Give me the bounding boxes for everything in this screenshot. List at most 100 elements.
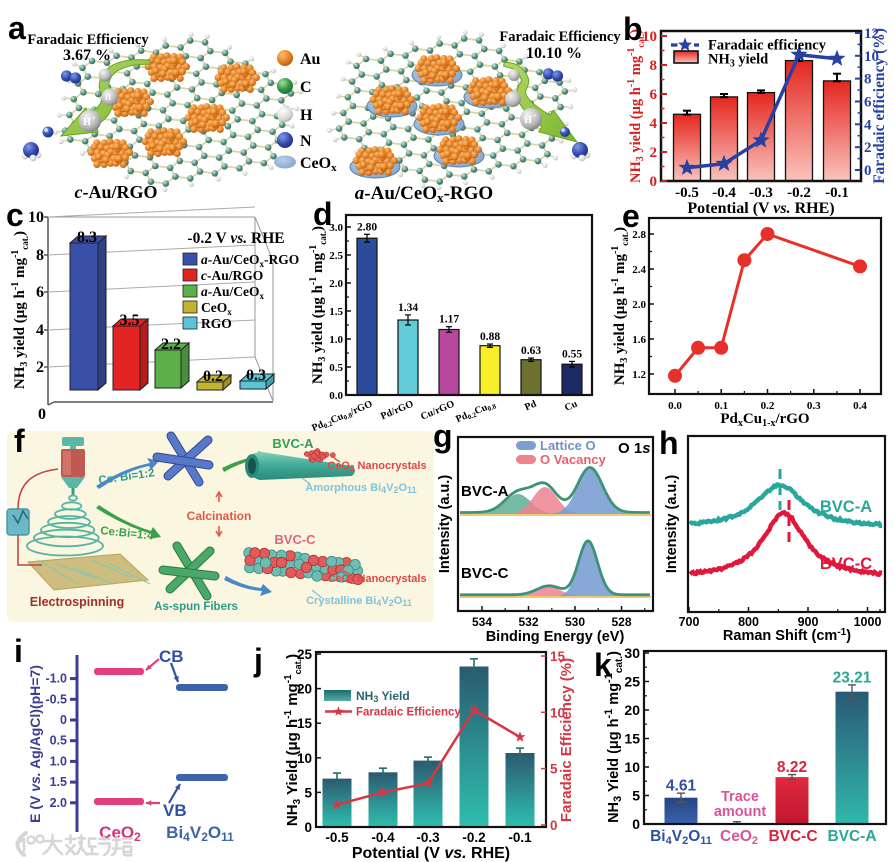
svg-text:1.17: 1.17: [439, 314, 459, 326]
svg-text:2: 2: [864, 140, 872, 156]
svg-text:a-Au/CeOx-RGO: a-Au/CeOx-RGO: [355, 183, 493, 205]
svg-text:PdxCu1-x/rGO: PdxCu1-x/rGO: [720, 411, 809, 429]
svg-text:30: 30: [624, 645, 640, 661]
svg-text:0.88: 0.88: [480, 331, 500, 343]
svg-text:NH3 yield (μg h-1 mg-1cat.): NH3 yield (μg h-1 mg-1cat.): [610, 227, 630, 385]
svg-text:8.3: 8.3: [77, 229, 97, 246]
svg-text:2.80: 2.80: [357, 221, 377, 233]
svg-text:2: 2: [36, 359, 44, 376]
svg-text:0.63: 0.63: [521, 345, 541, 357]
svg-text:NH3 yield: NH3 yield: [708, 52, 768, 70]
svg-text:0: 0: [632, 816, 640, 832]
svg-text:j: j: [253, 642, 263, 678]
svg-text:0: 0: [304, 820, 312, 835]
svg-text:0: 0: [550, 818, 558, 833]
svg-text:800: 800: [738, 615, 759, 629]
svg-text:N: N: [300, 133, 312, 150]
svg-text:0.0: 0.0: [329, 390, 343, 402]
svg-text:4: 4: [650, 116, 658, 132]
svg-text:-0.3: -0.3: [416, 830, 440, 845]
svg-text:5: 5: [304, 785, 312, 800]
svg-text:0.2: 0.2: [761, 400, 775, 412]
svg-text:BVC-A: BVC-A: [820, 498, 872, 516]
svg-text:H: H: [524, 115, 532, 126]
svg-text:g: g: [433, 418, 453, 454]
svg-text:Pd: Pd: [523, 398, 538, 413]
svg-text:10: 10: [28, 209, 44, 226]
svg-text:23.21: 23.21: [833, 669, 872, 686]
svg-text:Faradaic efficiency (%): Faradaic efficiency (%): [871, 28, 888, 184]
svg-text:8: 8: [864, 72, 872, 88]
svg-text:d: d: [313, 196, 333, 232]
svg-text:15: 15: [624, 731, 640, 747]
svg-text:-0.5: -0.5: [45, 692, 67, 706]
svg-text:c-Au/RGO: c-Au/RGO: [74, 182, 157, 202]
svg-text:Trace: Trace: [721, 789, 759, 805]
svg-text:532: 532: [518, 615, 538, 629]
svg-text:1.5: 1.5: [329, 306, 343, 318]
svg-text:20: 20: [297, 682, 312, 697]
svg-text:2.8: 2.8: [632, 229, 646, 241]
svg-text:4.61: 4.61: [666, 778, 697, 795]
svg-text:a: a: [8, 10, 26, 46]
svg-text:CB: CB: [159, 647, 184, 666]
svg-text:VB: VB: [163, 801, 187, 820]
svg-text:k: k: [594, 647, 612, 683]
svg-text:900: 900: [798, 615, 819, 629]
svg-text:-1.0: -1.0: [45, 672, 67, 686]
svg-text:Cu: Cu: [563, 398, 579, 413]
svg-text:700: 700: [679, 615, 700, 629]
svg-text:15: 15: [550, 649, 566, 664]
svg-text:0: 0: [864, 163, 872, 179]
svg-text:2: 2: [650, 145, 658, 161]
svg-text:-0.5: -0.5: [675, 185, 699, 201]
svg-text:i: i: [14, 633, 23, 669]
svg-text:Bi4V2O11: Bi4V2O11: [650, 828, 712, 847]
svg-text:Faradaic Efficiency: Faradaic Efficiency: [27, 32, 149, 48]
svg-text:3.5: 3.5: [120, 312, 140, 329]
svg-text:C: C: [300, 79, 312, 96]
svg-text:BVC-A: BVC-A: [272, 436, 314, 451]
svg-text:c-Au/RGO: c-Au/RGO: [201, 268, 263, 283]
svg-text:0.3: 0.3: [807, 400, 821, 412]
svg-text:NH3 Yield (μg h-1 mg-1cat.): NH3 Yield (μg h-1 mg-1cat.): [603, 651, 625, 823]
svg-text:CeOx: CeOx: [300, 155, 337, 174]
svg-text:0.55: 0.55: [562, 348, 582, 360]
svg-text:6: 6: [36, 284, 44, 301]
svg-text:530: 530: [565, 615, 585, 629]
svg-text:-0.2 V vs. RHE: -0.2 V vs. RHE: [187, 230, 284, 247]
svg-text:10.10 %: 10.10 %: [526, 45, 582, 62]
svg-text:4: 4: [36, 322, 44, 339]
svg-text:10: 10: [297, 751, 312, 766]
svg-text:Bi4V2O11: Bi4V2O11: [166, 823, 234, 844]
svg-text:CeO2 Nanocrystals: CeO2 Nanocrystals: [327, 573, 426, 586]
svg-text:BVC-C: BVC-C: [820, 555, 872, 573]
svg-text:Binding Energy (eV): Binding Energy (eV): [486, 629, 625, 645]
svg-text:2.0: 2.0: [329, 278, 343, 290]
svg-text:BVC-A: BVC-A: [827, 828, 876, 845]
svg-text:10: 10: [864, 49, 879, 65]
svg-text:Potential (V vs. RHE): Potential (V vs. RHE): [352, 845, 510, 862]
svg-text:10: 10: [642, 29, 657, 45]
svg-text:-0.4: -0.4: [712, 185, 736, 201]
svg-text:Faradaic Efficiency (%): Faradaic Efficiency (%): [558, 658, 575, 822]
svg-text:a-Au/CeOx-RGO: a-Au/CeOx-RGO: [201, 252, 299, 269]
svg-text:Intensity (a.u.): Intensity (a.u.): [437, 475, 453, 573]
svg-text:BVC-C: BVC-C: [461, 565, 509, 582]
svg-text:Crystalline Bi4V2O11: Crystalline Bi4V2O11: [306, 595, 412, 608]
svg-text:NH3 yield (μg h-1 mg-1cat.): NH3 yield (μg h-1 mg-1cat.): [308, 226, 328, 384]
svg-text:6: 6: [864, 95, 872, 111]
svg-text:-0.2: -0.2: [462, 830, 485, 845]
svg-text:0: 0: [38, 406, 46, 423]
svg-text:Faradaic Efficiency: Faradaic Efficiency: [499, 29, 621, 45]
svg-text:1.6: 1.6: [632, 334, 646, 346]
svg-text:0.2: 0.2: [203, 368, 223, 385]
svg-text:Potential (V vs. RHE): Potential (V vs. RHE): [687, 200, 834, 217]
svg-text:2.0: 2.0: [50, 796, 67, 810]
svg-text:0.5: 0.5: [329, 362, 343, 374]
svg-text:15: 15: [297, 716, 313, 731]
svg-text:3.0: 3.0: [329, 222, 343, 234]
svg-text:12: 12: [864, 26, 879, 42]
svg-text:2.5: 2.5: [329, 250, 343, 262]
svg-text:3.67 %: 3.67 %: [63, 47, 111, 64]
